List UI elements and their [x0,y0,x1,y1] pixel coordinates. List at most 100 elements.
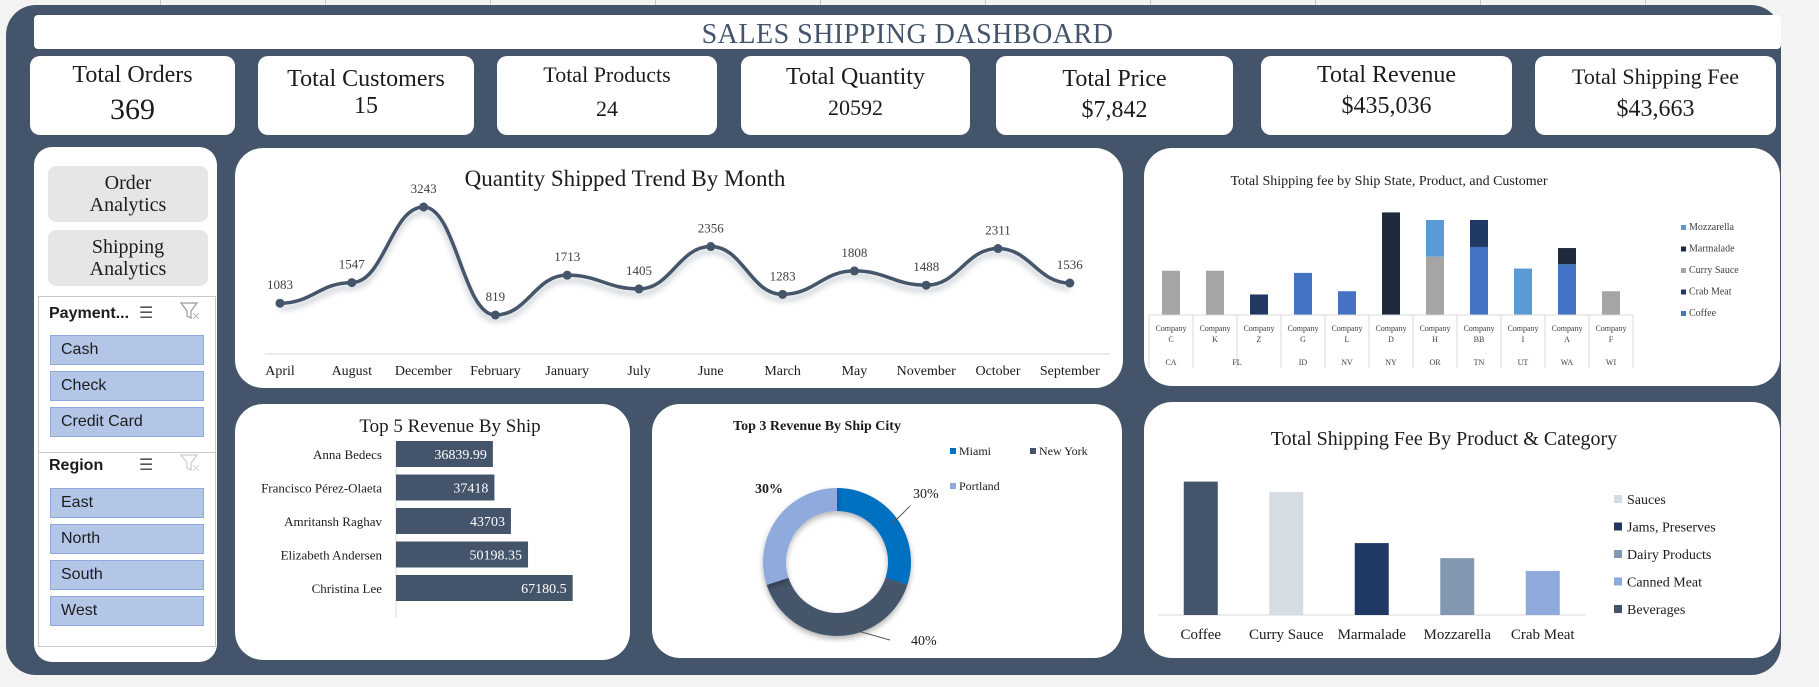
kpi-value: 15 [354,93,378,119]
y-tick-label: Amritansh Raghav [284,514,382,529]
x-tick-label: Mozzarella [1424,627,1492,643]
clear-filter-icon[interactable] [179,301,201,320]
data-label: 1405 [626,263,652,278]
slicer-item-south[interactable]: South [50,560,204,590]
slicer-item-credit-card[interactable]: Credit Card [50,407,204,437]
payment-slicer: Payment... ☰ Cash Check Credit Card [38,296,216,458]
y-tick-label: Francisco Pérez-Olaeta [261,481,382,496]
donut-slice [766,577,908,636]
shipping-analytics-button[interactable]: Shipping Analytics [48,230,208,286]
y-tick-label: Christina Lee [312,581,383,596]
data-label: 2311 [985,223,1011,238]
data-label: 37418 [453,482,488,497]
order-analytics-button[interactable]: Order Analytics [48,166,208,222]
x-tick-label: K [1212,335,1218,344]
x-tick-label: Company [1419,324,1450,333]
x-tick-label: October [975,364,1020,379]
slicer-item-north[interactable]: North [50,524,204,554]
data-point [419,202,429,212]
bar-segment [1470,246,1488,315]
slicer-title: Region [49,457,104,474]
state-label: ID [1299,358,1308,367]
sheet-gridline [490,0,491,5]
x-tick-label: November [897,364,956,379]
data-label: 30% [755,482,783,497]
data-label: 43703 [470,515,505,530]
chart-title: Total Shipping fee by Ship State, Produc… [1230,174,1548,189]
x-tick-label: December [395,364,453,379]
x-tick-label: Curry Sauce [1249,627,1324,643]
legend-swatch [1614,495,1622,503]
x-tick-label: September [1040,364,1100,379]
data-point [778,289,788,299]
slicer-item-cash[interactable]: Cash [50,335,204,365]
state-label: NY [1385,358,1397,367]
clear-filter-icon[interactable] [179,453,201,472]
x-tick-label: L [1345,335,1350,344]
bar [396,474,495,501]
x-tick-label: August [332,364,373,379]
state-label: FL [1232,358,1241,367]
bar-segment [1426,219,1444,257]
data-label: 1283 [770,268,796,283]
horizontal-bar-chart: 36839.99 Anna Bedecs 37418 Francisco Pérez-… [261,441,573,618]
bar-segment [1162,270,1180,315]
legend-swatch [1681,311,1686,316]
legend-label: Canned Meat [1627,576,1702,591]
legend-label: Mozzarella [1689,222,1735,233]
legend-swatch [1681,225,1686,230]
legend-swatch [1614,522,1622,531]
bar [396,441,493,467]
x-tick-label: D [1388,335,1394,344]
multi-select-icon[interactable]: ☰ [139,457,154,474]
x-tick-label: Coffee [1180,627,1221,643]
x-tick-label: June [698,364,724,379]
leader-line [839,625,891,641]
bar-segment [1294,272,1312,315]
data-point [921,280,931,290]
state-label: CA [1165,358,1176,367]
legend-label: Beverages [1627,603,1685,618]
data-point [634,284,644,294]
bar-segment [1558,264,1576,315]
legend-swatch [950,483,956,489]
slicer-item-east[interactable]: East [50,488,204,518]
donut-chart: 30% 40% 30% Miami New York Portland [755,444,1088,649]
x-tick-label: January [545,364,589,379]
chart-title: Top 3 Revenue By Ship City [733,419,901,434]
x-tick-label: Marmalade [1338,627,1407,643]
kpi-total-products: Total Products 24 [497,56,717,135]
top-revenue-ship-card: Top 5 Revenue By Ship 36839.99 Anna Bedec… [235,404,630,660]
kpi-total-customers: Total Customers 15 [258,56,474,135]
bar [396,541,529,568]
kpi-label: Total Products [543,62,671,87]
data-label: 1713 [554,249,580,264]
bar-segment [1558,248,1576,265]
legend-label: Sauces [1627,493,1666,508]
donut-slice [763,488,837,585]
data-label: 1536 [1057,257,1084,272]
legend-label: Coffee [1689,308,1717,319]
sheet-gridline [1150,0,1151,5]
bar [396,508,511,534]
chart-title: Top 5 Revenue By Ship [359,416,541,437]
x-tick-label: April [265,364,295,379]
slicer-item-west[interactable]: West [50,596,204,626]
x-tick-label: Company [1463,324,1494,333]
kpi-total-shipping-fee: Total Shipping Fee $43,663 [1535,56,1776,135]
bar [1525,570,1560,615]
bar [1269,492,1304,615]
legend-swatch [1614,550,1622,558]
kpi-label: Total Shipping Fee [1571,64,1740,89]
data-label: 819 [486,289,506,304]
legend-label: Curry Sauce [1689,265,1739,276]
legend-swatch [1681,289,1686,295]
legend-swatch [1614,605,1622,613]
x-tick-label: I [1522,335,1525,344]
multi-select-icon[interactable]: ☰ [139,305,154,322]
state-label: WI [1606,358,1617,367]
bar-segment [1206,270,1224,315]
legend-label: Portland [959,479,1000,493]
slicer-item-check[interactable]: Check [50,371,204,401]
kpi-value: 24 [596,96,618,121]
